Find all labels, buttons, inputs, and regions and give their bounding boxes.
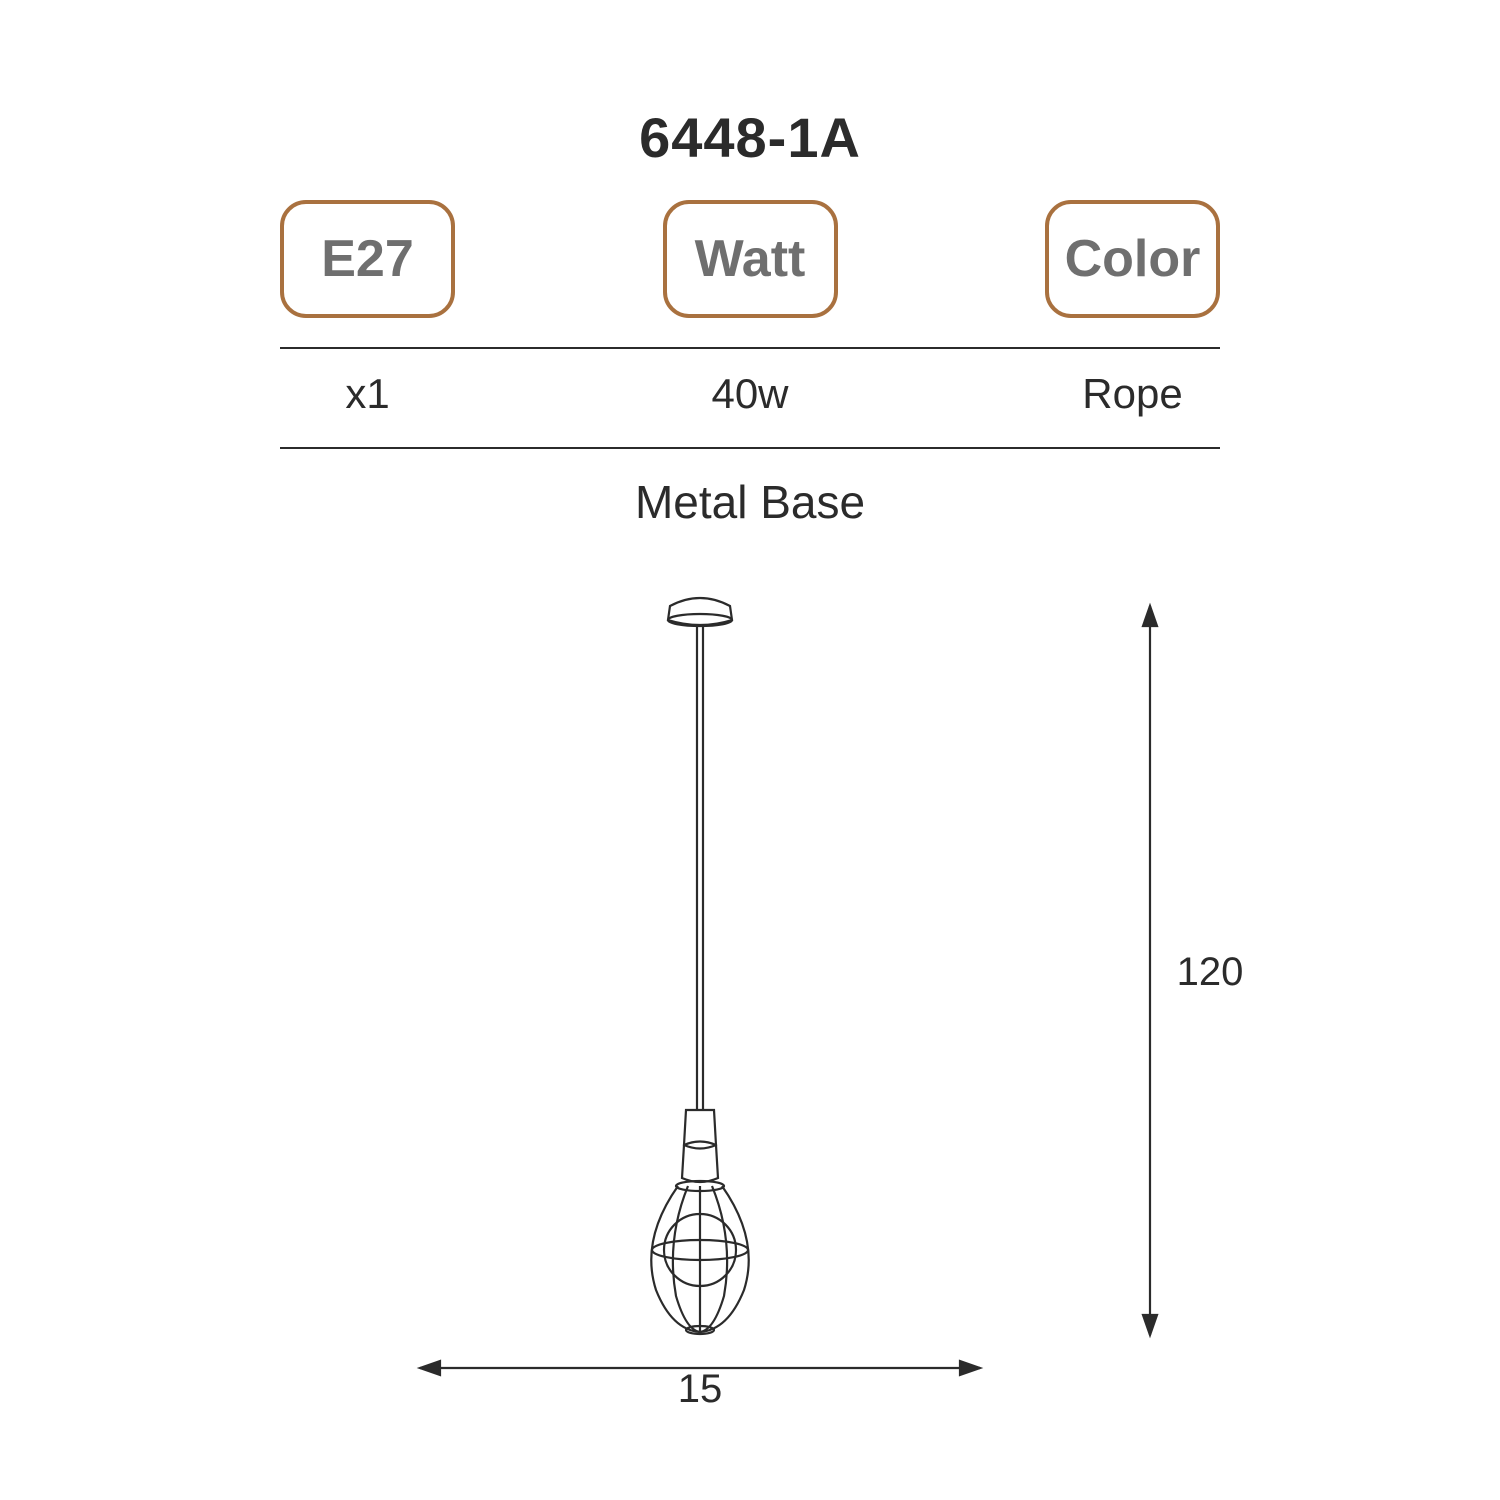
spec-value-socket: x1	[280, 370, 455, 418]
spec-box-watt: Watt	[663, 200, 838, 318]
width-value: 15	[678, 1367, 723, 1410]
divider-top	[280, 347, 1220, 349]
spec-sheet: 6448-1A E27 Watt Color x1 40w Rope Metal…	[0, 0, 1500, 1500]
technical-drawing: 15 120	[300, 590, 1260, 1410]
height-value: 120	[1177, 950, 1244, 994]
spec-box-color: Color	[1045, 200, 1220, 318]
divider-bottom	[280, 447, 1220, 449]
spec-value-row: x1 40w Rope	[280, 370, 1220, 418]
material-label: Metal Base	[0, 475, 1500, 529]
spec-value-color: Rope	[1045, 370, 1220, 418]
spec-box-socket: E27	[280, 200, 455, 318]
lamp-outline	[651, 598, 748, 1334]
model-number: 6448-1A	[0, 105, 1500, 170]
height-dimension	[1143, 606, 1157, 1335]
spec-value-watt: 40w	[663, 370, 838, 418]
spec-header-row: E27 Watt Color	[280, 200, 1220, 318]
